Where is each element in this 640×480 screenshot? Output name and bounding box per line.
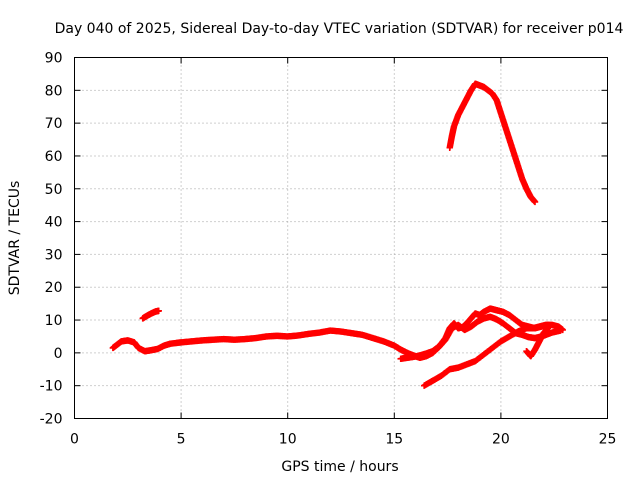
data-point — [531, 198, 539, 206]
data-point — [155, 307, 162, 315]
chart-title: Day 040 of 2025, Sidereal Day-to-day VTE… — [55, 21, 624, 37]
y-tick-label: -10 — [40, 379, 63, 395]
y-tick-label: 10 — [45, 313, 63, 329]
y-tick-label: 90 — [45, 51, 63, 67]
data-point — [544, 325, 552, 332]
series-arc-short — [139, 307, 162, 322]
x-axis-label: GPS time / hours — [281, 459, 398, 475]
y-tick-label: 40 — [45, 215, 63, 231]
x-tick-label: 25 — [599, 432, 617, 448]
y-tick-label: 0 — [54, 346, 63, 362]
plot-border — [74, 57, 608, 419]
series-arc-dip — [523, 325, 552, 360]
x-tick-label: 10 — [279, 432, 297, 448]
y-tick-label: 80 — [45, 83, 63, 99]
y-tick-label: 50 — [45, 182, 63, 198]
axis-ticks: 0 5 10 15 20 25 -20 -10 0 10 20 30 40 50 60 70 80 90 — [40, 51, 617, 448]
x-tick-label: 20 — [492, 432, 510, 448]
data-points — [109, 80, 566, 389]
y-tick-label: 60 — [45, 149, 63, 165]
x-tick-label: 5 — [177, 432, 186, 448]
y-tick-label: 20 — [45, 280, 63, 296]
series-arc-main-low — [109, 313, 564, 361]
y-axis-label: SDTVAR / TECUs — [7, 181, 23, 296]
series-arc-low-cross — [420, 321, 566, 389]
y-tick-label: -20 — [40, 412, 63, 428]
y-tick-label: 70 — [45, 116, 63, 132]
data-point — [559, 326, 566, 334]
series-arc-high — [446, 80, 539, 206]
x-tick-label: 0 — [70, 432, 79, 448]
grid — [74, 57, 608, 419]
x-tick-label: 15 — [385, 432, 403, 448]
y-tick-label: 30 — [45, 247, 63, 263]
